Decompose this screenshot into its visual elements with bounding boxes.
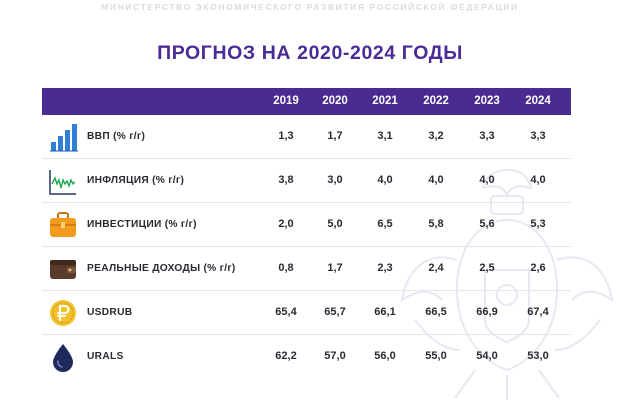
- table-cell: 57,0: [324, 350, 346, 362]
- table-cell: 2,5: [479, 262, 495, 274]
- table-cell: 4,0: [377, 174, 393, 186]
- table-row: ИНВЕСТИЦИИ (% г/г) 2,0 5,0 6,5 5,8 5,6 5…: [42, 203, 571, 247]
- table-cell: 1,7: [327, 262, 343, 274]
- table-cell: 6,5: [377, 218, 393, 230]
- page-title: ПРОГНОЗ НА 2020-2024 ГОДЫ: [157, 42, 463, 64]
- ministry-header: МИНИСТЕРСТВО ЭКОНОМИЧЕСКОГО РАЗВИТИЯ РОС…: [101, 2, 519, 12]
- table-cell: 62,2: [275, 350, 297, 362]
- table-cell: 0,8: [278, 262, 294, 274]
- table-cell: 3,2: [428, 130, 444, 142]
- table-row: ВВП (% г/г) 1,3 1,7 3,1 3,2 3,3 3,3: [42, 115, 571, 159]
- table-cell: 5,0: [327, 218, 343, 230]
- table-cell: 66,5: [425, 306, 447, 318]
- indicator-label: ВВП (% г/г): [87, 131, 146, 142]
- year-header: 2020: [322, 95, 348, 107]
- indicator-label: ИНФЛЯЦИЯ (% г/г): [87, 175, 185, 186]
- indicator-label: USDRUB: [87, 307, 133, 318]
- table-cell: 2,6: [530, 262, 546, 274]
- year-header: 2023: [474, 95, 500, 107]
- table-cell: 5,6: [479, 218, 495, 230]
- table-cell: 4,0: [530, 174, 546, 186]
- ruble-coin-icon: [50, 300, 76, 326]
- table-row: ИНФЛЯЦИЯ (% г/г) 3,8 3,0 4,0 4,0 4,0 4,0: [42, 159, 571, 203]
- year-header: 2019: [273, 95, 299, 107]
- indicator-label: URALS: [87, 351, 124, 362]
- table-cell: 66,1: [374, 306, 396, 318]
- table-cell: 3,0: [327, 174, 343, 186]
- year-header: 2022: [423, 95, 449, 107]
- table-cell: 3,3: [530, 130, 546, 142]
- table-cell: 65,4: [275, 306, 297, 318]
- table-cell: 67,4: [527, 306, 549, 318]
- year-header: 2024: [525, 95, 551, 107]
- indicator-label: ИНВЕСТИЦИИ (% г/г): [87, 219, 197, 230]
- table-cell: 1,7: [327, 130, 343, 142]
- year-header: 2021: [372, 95, 398, 107]
- table-row: USDRUB 65,4 65,7 66,1 66,5 66,9 67,4: [42, 291, 571, 335]
- bar-chart-icon: [48, 122, 78, 152]
- table-cell: 5,3: [530, 218, 546, 230]
- table-cell: 5,8: [428, 218, 444, 230]
- briefcase-icon: [50, 212, 76, 237]
- table-cell: 54,0: [476, 350, 498, 362]
- table-row: URALS 62,2 57,0 56,0 55,0 54,0 53,0: [42, 335, 571, 378]
- table-cell: 2,3: [377, 262, 393, 274]
- table-cell: 66,9: [476, 306, 498, 318]
- coat-of-arms-watermark: [400, 168, 614, 400]
- table-cell: 3,3: [479, 130, 495, 142]
- table-cell: 56,0: [374, 350, 396, 362]
- table-cell: 3,1: [377, 130, 393, 142]
- table-cell: 65,7: [324, 306, 346, 318]
- table-cell: 1,3: [278, 130, 294, 142]
- table-cell: 4,0: [479, 174, 495, 186]
- table-cell: 53,0: [527, 350, 549, 362]
- oil-drop-icon: [53, 344, 73, 372]
- table-cell: 3,8: [278, 174, 294, 186]
- wallet-icon: [50, 260, 76, 279]
- table-cell: 2,0: [278, 218, 294, 230]
- forecast-table: 2019 2020 2021 2022 2023 2024 ВВП (% г/г…: [42, 88, 571, 378]
- table-cell: 55,0: [425, 350, 447, 362]
- indicator-label: РЕАЛЬНЫЕ ДОХОДЫ (% г/г): [87, 263, 236, 274]
- table-cell: 2,4: [428, 262, 444, 274]
- table-cell: 4,0: [428, 174, 444, 186]
- line-chart-icon: [49, 170, 76, 195]
- table-row: РЕАЛЬНЫЕ ДОХОДЫ (% г/г) 0,8 1,7 2,3 2,4 …: [42, 247, 571, 291]
- table-header-row: 2019 2020 2021 2022 2023 2024: [42, 88, 571, 115]
